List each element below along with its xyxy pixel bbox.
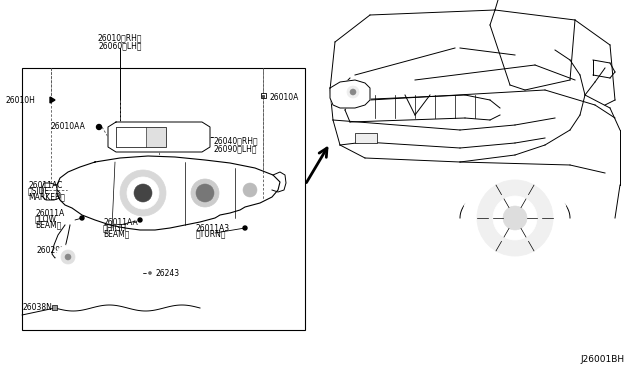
Circle shape <box>350 89 356 95</box>
Bar <box>52 305 57 310</box>
Text: 26060〈LH〉: 26060〈LH〉 <box>99 42 141 51</box>
Circle shape <box>61 250 75 264</box>
Text: 26011AA: 26011AA <box>103 218 138 227</box>
Circle shape <box>115 165 171 221</box>
Text: 〈HIGH: 〈HIGH <box>103 224 127 232</box>
Polygon shape <box>57 156 280 230</box>
Circle shape <box>187 175 223 211</box>
Circle shape <box>167 284 173 290</box>
Text: 〈SIDE: 〈SIDE <box>28 186 51 196</box>
Bar <box>22 68 305 330</box>
Circle shape <box>120 170 166 216</box>
Text: 26029M: 26029M <box>36 246 67 254</box>
Text: 26010AA: 26010AA <box>50 122 85 131</box>
Circle shape <box>184 129 200 145</box>
Circle shape <box>187 132 197 142</box>
Bar <box>355 133 377 143</box>
Polygon shape <box>272 172 286 192</box>
Circle shape <box>127 177 159 209</box>
Text: 26011A: 26011A <box>35 208 64 218</box>
Bar <box>261 93 266 98</box>
Text: BEAM〉: BEAM〉 <box>35 221 61 230</box>
Circle shape <box>127 288 132 292</box>
Circle shape <box>243 183 257 197</box>
Text: 26038N: 26038N <box>22 304 52 312</box>
Text: 26011AC: 26011AC <box>28 180 62 189</box>
Text: 26243: 26243 <box>155 269 179 278</box>
Circle shape <box>240 180 260 200</box>
Circle shape <box>463 166 567 270</box>
Circle shape <box>503 206 527 230</box>
Circle shape <box>138 218 142 222</box>
Bar <box>116 127 146 147</box>
Polygon shape <box>52 225 70 258</box>
Circle shape <box>192 212 198 218</box>
Bar <box>116 127 166 147</box>
Circle shape <box>174 203 182 211</box>
Polygon shape <box>108 122 210 152</box>
Circle shape <box>97 125 102 129</box>
Text: 26010〈RH〉: 26010〈RH〉 <box>98 33 142 42</box>
Circle shape <box>212 210 218 216</box>
Text: 26010H: 26010H <box>5 96 35 105</box>
Circle shape <box>347 86 359 98</box>
Circle shape <box>97 295 102 299</box>
Circle shape <box>80 216 84 220</box>
Circle shape <box>65 254 71 260</box>
Circle shape <box>191 179 219 207</box>
Circle shape <box>147 270 153 276</box>
Circle shape <box>56 245 80 269</box>
Text: 26040〈RH〉: 26040〈RH〉 <box>214 137 259 145</box>
Text: 26090〈LH〉: 26090〈LH〉 <box>214 144 257 154</box>
Polygon shape <box>42 183 60 200</box>
Text: 26010A: 26010A <box>270 93 300 102</box>
Circle shape <box>243 226 247 230</box>
Text: MARKER〉: MARKER〉 <box>28 192 65 202</box>
Circle shape <box>68 188 72 192</box>
Circle shape <box>196 184 214 202</box>
Circle shape <box>493 196 537 240</box>
Circle shape <box>172 292 178 298</box>
Text: 〈TURN〉: 〈TURN〉 <box>196 230 227 238</box>
Circle shape <box>134 184 152 202</box>
Circle shape <box>477 180 553 256</box>
Bar <box>262 94 264 96</box>
Text: 〈LOW: 〈LOW <box>35 215 57 224</box>
Text: BEAM〉: BEAM〉 <box>103 230 129 238</box>
Circle shape <box>148 272 152 275</box>
Text: 26011A3: 26011A3 <box>196 224 230 232</box>
Text: J26001BH: J26001BH <box>581 356 625 365</box>
Polygon shape <box>330 80 370 108</box>
Polygon shape <box>50 97 55 103</box>
